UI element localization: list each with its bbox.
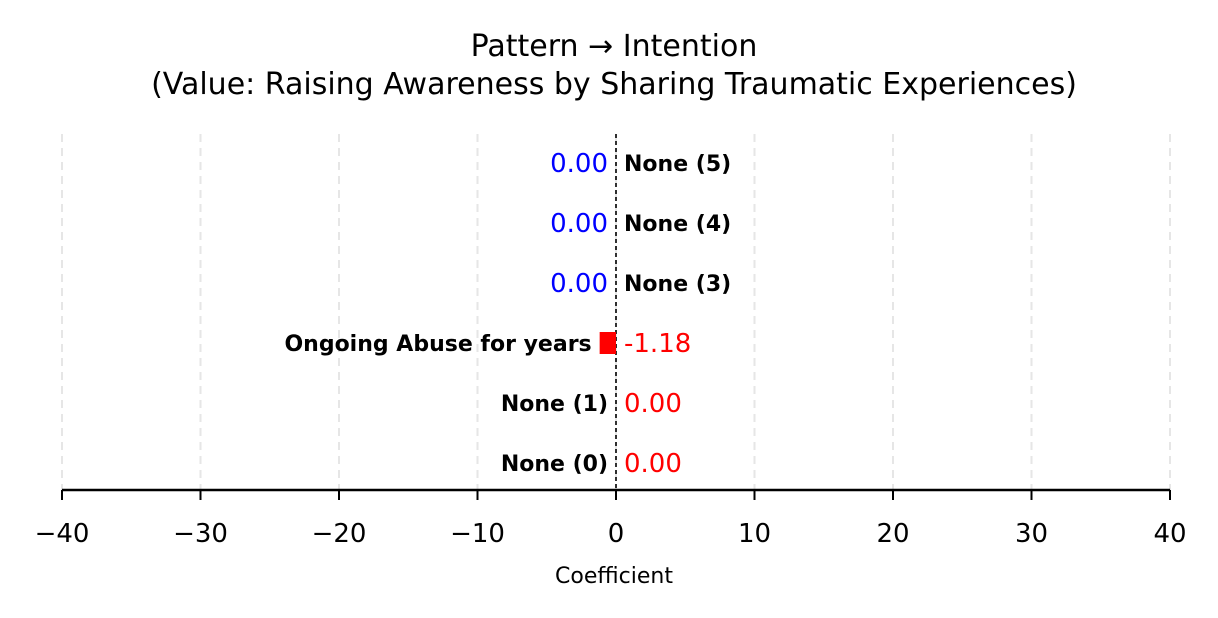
category-label: None (1)	[501, 392, 608, 417]
labels-group: None (0) 0.00 None (1) 0.00 Ongoing Abuse fo…	[284, 149, 731, 479]
x-tick-label: 30	[1015, 519, 1048, 549]
x-tick-label: −10	[450, 519, 505, 549]
category-label: Ongoing Abuse for years	[284, 332, 591, 357]
value-label: 0.00	[550, 209, 608, 239]
bar	[599, 332, 616, 354]
value-label: 0.00	[624, 449, 682, 479]
bars-group	[599, 332, 616, 354]
value-label: 0.00	[550, 149, 608, 179]
category-label: None (3)	[624, 272, 731, 297]
x-axis: −40 −30 −20 −10 0 10 20 30 40	[35, 488, 1187, 549]
x-tick-label: −20	[312, 519, 367, 549]
x-tick-label: −30	[173, 519, 228, 549]
x-tick-label: 10	[738, 519, 771, 549]
value-label: 0.00	[624, 389, 682, 419]
x-tick-label: −40	[35, 519, 90, 549]
chart-title-line-2: (Value: Raising Awareness by Sharing Tra…	[151, 67, 1077, 102]
category-label: None (4)	[624, 212, 731, 237]
category-label: None (0)	[501, 452, 608, 477]
value-label: -1.18	[624, 329, 691, 359]
x-tick-label: 0	[608, 519, 625, 549]
x-tick-label: 40	[1153, 519, 1186, 549]
category-label: None (5)	[624, 152, 731, 177]
x-tick-label: 20	[876, 519, 909, 549]
x-axis-label: Coefficient	[555, 564, 673, 589]
chart-title-line-1: Pattern → Intention	[471, 29, 758, 64]
value-label: 0.00	[550, 269, 608, 299]
